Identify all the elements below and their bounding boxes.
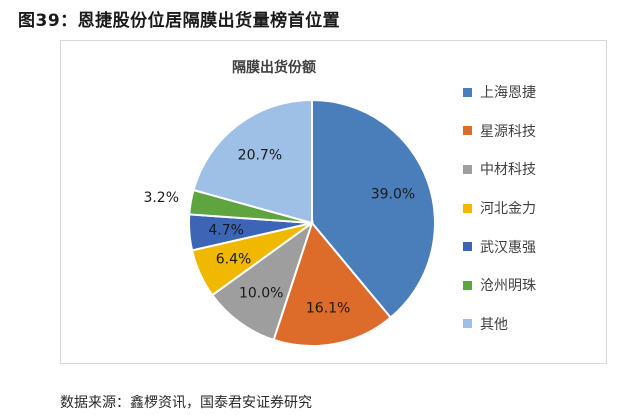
legend-item: 沧州明珠 xyxy=(463,266,536,305)
legend-item: 星源科技 xyxy=(463,112,536,151)
slice-label: 10.0% xyxy=(239,286,283,302)
source-note: 数据来源：鑫椤资讯，国泰君安证券研究 xyxy=(60,395,312,411)
pie-slice xyxy=(311,98,436,319)
legend-label: 武汉惠强 xyxy=(480,239,536,256)
legend-swatch xyxy=(463,164,472,174)
chart-title: 隔膜出货份额 xyxy=(232,60,316,76)
legend-label: 其他 xyxy=(480,316,508,333)
legend-swatch xyxy=(463,87,472,97)
legend-swatch xyxy=(463,319,472,329)
slice-label: 3.2% xyxy=(143,190,179,206)
legend-swatch xyxy=(463,280,472,290)
legend-item: 其他 xyxy=(463,305,536,344)
legend-label: 中材科技 xyxy=(480,162,536,179)
figure-title: 图39：恩捷股份位居隔膜出货量榜首位置 xyxy=(18,11,341,31)
legend-label: 星源科技 xyxy=(480,123,536,140)
slice-label: 4.7% xyxy=(208,223,244,239)
pie-slice xyxy=(192,98,313,225)
slice-label: 16.1% xyxy=(306,301,350,317)
legend-swatch xyxy=(463,203,472,213)
pie-slice xyxy=(210,220,314,342)
legend-label: 沧州明珠 xyxy=(480,278,536,295)
slice-label: 39.0% xyxy=(371,187,415,203)
legend-item: 上海恩捷 xyxy=(463,73,536,112)
legend-label: 河北金力 xyxy=(480,201,536,218)
legend-item: 河北金力 xyxy=(463,189,536,228)
slice-label: 20.7% xyxy=(238,147,282,163)
legend-item: 中材科技 xyxy=(463,150,536,189)
legend-label: 上海恩捷 xyxy=(480,85,536,102)
legend-swatch xyxy=(463,126,472,136)
legend-swatch xyxy=(463,242,472,252)
legend: 上海恩捷 星源科技 中材科技 河北金力 武汉惠强 沧州明珠 其他 xyxy=(463,73,536,343)
slice-label: 6.4% xyxy=(216,252,252,268)
legend-item: 武汉惠强 xyxy=(463,227,536,266)
